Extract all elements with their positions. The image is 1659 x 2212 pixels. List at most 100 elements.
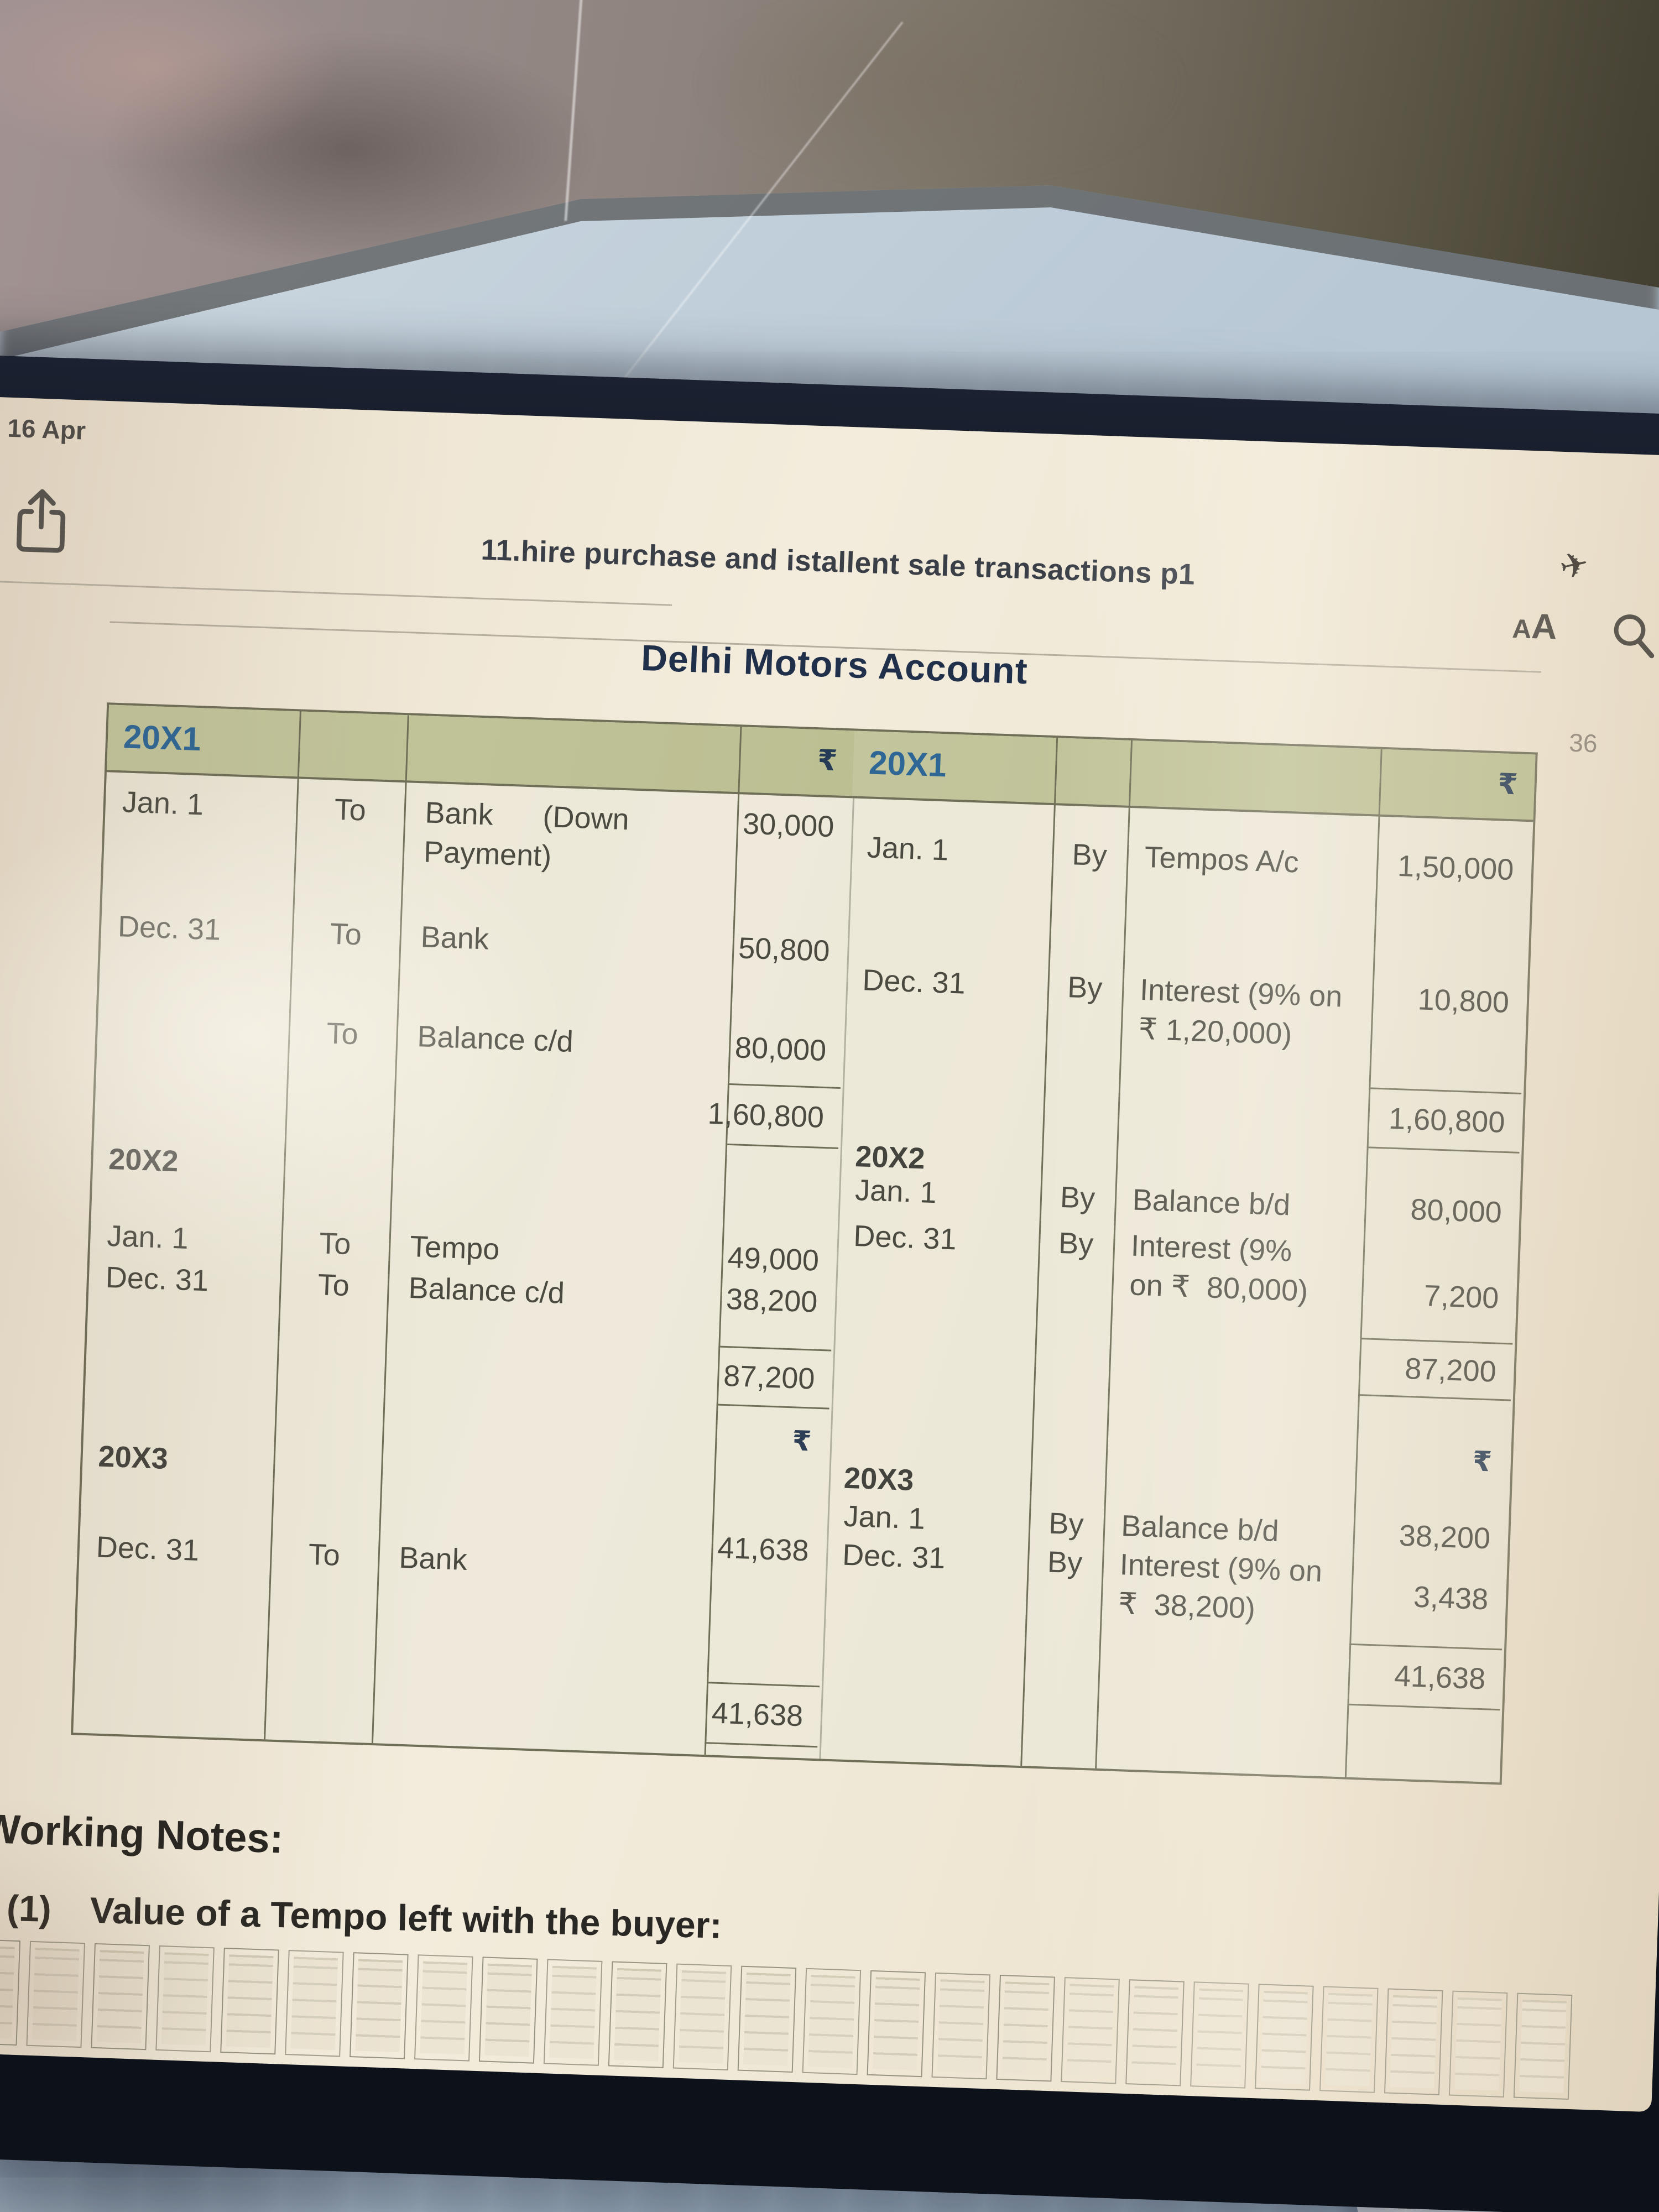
ledger-credit-side: 20X1 ₹ Jan. 1 By Tempos A/c 1,50,000 Dec… <box>818 728 1538 1785</box>
cell-particulars: Balance b/d <box>1132 1183 1291 1222</box>
page-thumbnail-strip <box>0 1937 1659 2112</box>
cell-amount: 10,800 <box>1417 983 1510 1020</box>
cell-amount: 1,50,000 <box>1397 849 1515 887</box>
cell-amount: 3,438 <box>1413 1580 1489 1616</box>
cell-prefix: By <box>1071 838 1108 873</box>
page-thumbnail[interactable] <box>1384 1988 1443 2095</box>
page-thumbnail[interactable] <box>1513 1992 1573 2100</box>
total-box: 87,200 <box>1358 1338 1513 1401</box>
year-label: 20X2 <box>108 1142 179 1178</box>
credit-year-header: 20X1 <box>868 744 947 784</box>
page-thumbnail[interactable] <box>155 1945 215 2053</box>
page-thumbnail[interactable] <box>996 1974 1055 2082</box>
plane-cursor-icon: ✈ <box>1556 544 1593 588</box>
year-label: 20X3 <box>843 1461 915 1497</box>
cell-amount: 38,200 <box>1398 1519 1491 1556</box>
page-boundary-line <box>0 580 672 606</box>
cell-date: Dec. 31 <box>862 963 966 1000</box>
cell-particulars: Interest (9% on ₹ 80,000) <box>1129 1229 1309 1308</box>
cell-date: Jan. 1 <box>106 1219 189 1255</box>
cell-prefix: To <box>307 1537 341 1572</box>
page-thumbnail[interactable] <box>1448 1990 1508 2098</box>
cell-date: Jan. 1 <box>854 1173 937 1210</box>
cell-date: Dec. 31 <box>842 1538 946 1575</box>
note-text: Value of a Tempo left with the buyer: <box>89 1889 723 1946</box>
page-thumbnail[interactable] <box>414 1954 473 2062</box>
page-thumbnail[interactable] <box>1190 1981 1249 2089</box>
total-box: 41,638 <box>705 1682 820 1748</box>
document-title: 11.hire purchase and istallent sale tran… <box>480 533 1196 591</box>
page-thumbnail[interactable] <box>1125 1979 1185 2086</box>
credit-header-row: 20X1 ₹ <box>852 731 1536 822</box>
total-amount: 1,60,800 <box>707 1097 825 1134</box>
cell-date: Dec. 31 <box>105 1260 210 1298</box>
currency-subheader: ₹ <box>791 1425 812 1457</box>
page-thumbnail[interactable] <box>608 1961 667 2068</box>
debit-year-header: 20X1 <box>123 718 202 758</box>
page-thumbnail[interactable] <box>478 1957 538 2064</box>
text-size-label: A <box>1511 614 1532 645</box>
page-thumbnail[interactable] <box>0 1938 21 2046</box>
ledger-debit-side: 20X1 ₹ Jan. 1 To Bank (Down Payment) 30,… <box>71 702 857 1761</box>
working-notes-heading: Working Notes: <box>0 1805 284 1862</box>
ledger-row: Dec. 31 By Interest (9% on ₹ 1,20,000) 1… <box>843 960 1527 1089</box>
text-size-button[interactable]: AA <box>1511 606 1558 647</box>
cell-prefix: To <box>319 1227 352 1261</box>
cell-amount: 7,200 <box>1423 1279 1500 1315</box>
status-bar-date: 16 Apr <box>7 413 86 445</box>
share-icon <box>9 489 70 561</box>
cell-date: Dec. 31 <box>117 910 222 947</box>
cell-amount: 38,200 <box>726 1282 818 1319</box>
account-heading: Delhi Motors Account <box>640 637 1029 692</box>
cell-particulars: Bank <box>398 1541 468 1577</box>
page-thumbnail[interactable] <box>802 1968 862 2075</box>
cell-prefix: To <box>333 792 367 827</box>
page-thumbnail[interactable] <box>867 1970 926 2078</box>
page-number: 36 <box>1568 728 1598 758</box>
total-box: 41,638 <box>1347 1643 1503 1711</box>
page-thumbnail[interactable] <box>91 1943 150 2051</box>
page-thumbnail[interactable] <box>931 1972 991 2080</box>
total-amount: 1,60,800 <box>1388 1102 1506 1139</box>
page-thumbnail[interactable] <box>737 1965 797 2073</box>
cell-date: Jan. 1 <box>122 785 205 822</box>
page-thumbnail[interactable] <box>1319 1986 1379 2093</box>
page-thumbnail[interactable] <box>26 1940 86 2048</box>
ledger-table: 20X1 ₹ Jan. 1 To Bank (Down Payment) 30,… <box>71 702 1538 1785</box>
cell-amount: 80,000 <box>1410 1193 1503 1229</box>
note-index: (1) <box>6 1887 52 1929</box>
cell-prefix: To <box>326 1016 359 1051</box>
currency-subheader: ₹ <box>1472 1446 1493 1478</box>
total-amount: 87,200 <box>723 1359 816 1396</box>
search-button[interactable] <box>1608 608 1659 662</box>
page-thumbnail[interactable] <box>349 1952 409 2059</box>
cell-date: Dec. 31 <box>853 1219 957 1256</box>
page-thumbnail[interactable] <box>285 1950 344 2057</box>
cell-prefix: By <box>1060 1180 1096 1215</box>
cell-amount: 30,000 <box>742 807 835 844</box>
debit-header-row: 20X1 ₹ <box>106 705 855 799</box>
total-amount: 87,200 <box>1404 1352 1497 1389</box>
page-thumbnail[interactable] <box>220 1947 279 2055</box>
page-thumbnail[interactable] <box>1255 1984 1314 2091</box>
cell-date: Dec. 31 <box>95 1530 200 1567</box>
total-box: 87,200 <box>716 1345 832 1410</box>
cell-prefix: To <box>317 1268 350 1303</box>
cell-prefix: By <box>1048 1506 1084 1541</box>
working-note-item: (1) Value of a Tempo left with the buyer: <box>6 1887 722 1947</box>
cell-particulars: Interest (9% on ₹ 38,200) <box>1118 1548 1323 1625</box>
cell-prefix: By <box>1058 1226 1094 1261</box>
search-icon <box>1608 614 1657 664</box>
pdf-reader-screen: 16 Apr 11.hire purchase and istallent sa… <box>0 396 1659 2112</box>
floor-stain <box>691 0 1189 188</box>
year-label: 20X3 <box>97 1439 169 1475</box>
ledger-row: Dec. 31 To Bank 41,638 <box>76 1506 827 1670</box>
total-amount: 41,638 <box>711 1696 804 1733</box>
total-box: 1,60,800 <box>707 1083 841 1149</box>
cell-particulars: Tempos A/c <box>1144 840 1300 879</box>
page-thumbnail[interactable] <box>672 1963 732 2070</box>
share-button[interactable] <box>9 485 72 559</box>
page-thumbnail[interactable] <box>543 1959 603 2066</box>
page-thumbnail[interactable] <box>1061 1977 1120 2084</box>
